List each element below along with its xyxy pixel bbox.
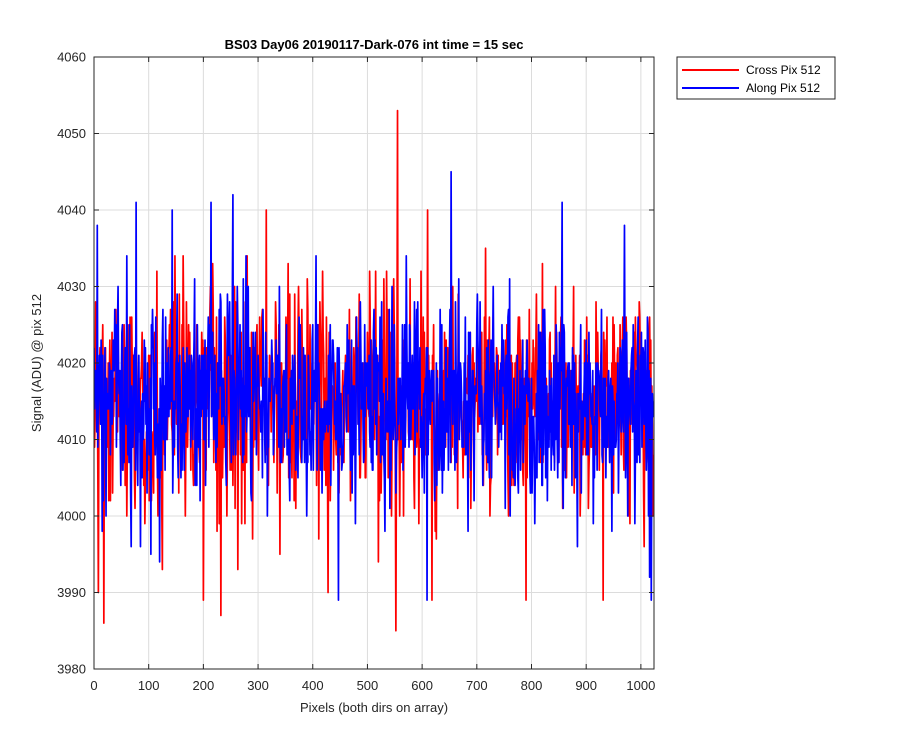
x-tick-label: 200 xyxy=(193,678,215,693)
chart-title: BS03 Day06 20190117-Dark-076 int time = … xyxy=(225,37,524,52)
x-tick-label: 100 xyxy=(138,678,160,693)
legend[interactable]: Cross Pix 512 Along Pix 512 xyxy=(677,57,835,99)
y-tick-label: 3990 xyxy=(57,585,86,600)
x-tick-label: 700 xyxy=(466,678,488,693)
x-tick-label: 0 xyxy=(90,678,97,693)
y-tick-label: 4010 xyxy=(57,432,86,447)
x-tick-label: 900 xyxy=(575,678,597,693)
y-tick-label: 4040 xyxy=(57,203,86,218)
x-tick-label: 600 xyxy=(411,678,433,693)
x-axis-label: Pixels (both dirs on array) xyxy=(300,700,448,715)
x-tick-label: 400 xyxy=(302,678,324,693)
y-tick-label: 4000 xyxy=(57,509,86,524)
x-tick-label: 500 xyxy=(357,678,379,693)
y-tick-label: 4030 xyxy=(57,279,86,294)
y-axis-label: Signal (ADU) @ pix 512 xyxy=(29,294,44,432)
y-tick-label: 4050 xyxy=(57,126,86,141)
y-tick-label: 3980 xyxy=(57,662,86,677)
x-tick-label: 1000 xyxy=(626,678,655,693)
x-tick-label: 300 xyxy=(247,678,269,693)
x-tick-label: 800 xyxy=(521,678,543,693)
legend-label-cross: Cross Pix 512 xyxy=(746,63,821,77)
y-tick-label: 4020 xyxy=(57,356,86,371)
legend-label-along: Along Pix 512 xyxy=(746,81,820,95)
y-tick-label: 4060 xyxy=(57,50,86,65)
